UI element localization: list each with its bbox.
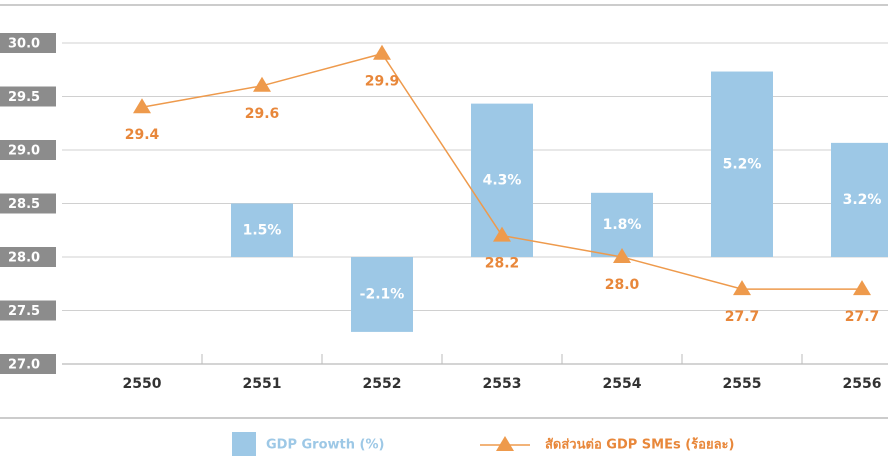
y-tick-label: 28.5: [8, 197, 40, 212]
y-tick-box: [0, 33, 56, 53]
line-label: 29.4: [125, 127, 160, 143]
y-tick-box: [0, 86, 56, 107]
y-tick-box: [0, 140, 56, 160]
x-tick-label: 2553: [483, 376, 522, 392]
bar: [351, 257, 413, 332]
bar-label: 4.3%: [483, 172, 522, 188]
legend-marker: [496, 436, 514, 451]
bar-label: 1.5%: [243, 222, 282, 238]
x-tick-label: 2554: [603, 376, 642, 392]
line-label: 28.2: [485, 256, 520, 272]
marker: [853, 280, 871, 296]
bar-label: -2.1%: [360, 286, 405, 302]
x-tick-label: 2555: [723, 376, 762, 392]
line-label: 27.7: [845, 309, 880, 325]
bar: [591, 192, 653, 257]
y-tick-box: [0, 354, 56, 374]
marker: [373, 44, 391, 60]
y-tick-label: 29.5: [8, 90, 40, 105]
y-tick-label: 27.0: [8, 358, 40, 373]
line-label: 28.0: [605, 277, 640, 293]
y-tick-label: 29.0: [8, 144, 40, 159]
bar: [711, 71, 773, 258]
bar-label: 1.8%: [603, 217, 642, 233]
marker: [493, 226, 511, 242]
marker: [253, 76, 271, 92]
y-tick-label: 28.0: [8, 251, 40, 266]
x-tick-label: 2552: [363, 376, 402, 392]
x-tick-label: 2556: [843, 376, 882, 392]
line-label: 27.7: [725, 309, 760, 325]
bar-label: 5.2%: [723, 156, 762, 172]
line-label: 29.6: [245, 106, 280, 122]
marker: [733, 280, 751, 296]
bar: [831, 142, 888, 257]
x-tick-label: 2550: [123, 376, 162, 392]
y-tick-box: [0, 193, 56, 214]
line-label: 29.9: [365, 74, 400, 90]
y-tick-label: 30.0: [8, 37, 40, 52]
bar-label: 3.2%: [843, 192, 882, 208]
marker: [133, 98, 151, 114]
marker: [613, 248, 631, 263]
y-tick-box: [0, 300, 56, 321]
x-tick-label: 2551: [243, 376, 282, 392]
legend-label: GDP Growth (%): [266, 438, 384, 453]
y-tick-box: [0, 247, 56, 267]
legend-label: สัดส่วนต่อ GDP SMEs (ร้อยละ): [545, 437, 734, 453]
y-tick-label: 27.5: [8, 304, 40, 319]
legend-swatch: [232, 432, 256, 456]
bar: [231, 203, 293, 257]
